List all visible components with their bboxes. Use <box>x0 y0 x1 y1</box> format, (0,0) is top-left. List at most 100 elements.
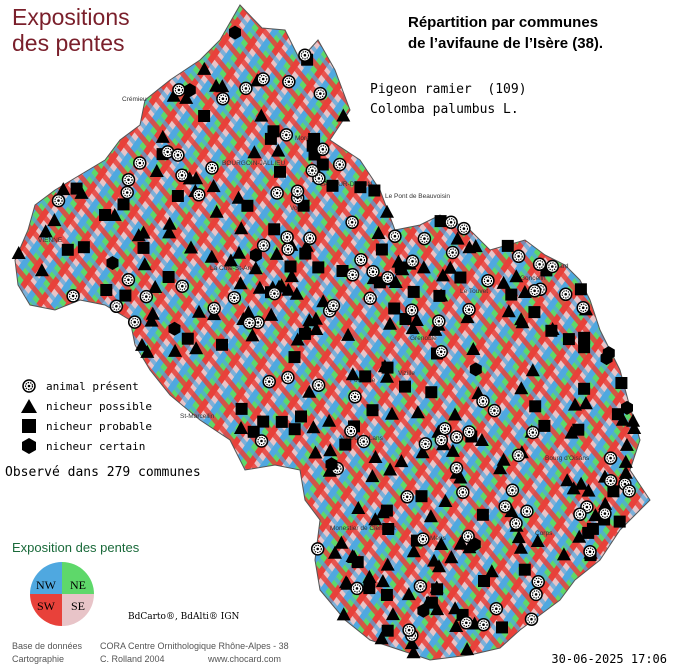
marker-probable <box>198 110 211 122</box>
marker-possible <box>162 225 177 239</box>
marker-possible <box>618 465 633 479</box>
marker-probable <box>326 179 339 192</box>
marker-probable <box>496 621 508 634</box>
marker-probable <box>366 404 379 417</box>
marker-present <box>432 314 446 329</box>
marker-present <box>172 83 186 97</box>
place-label: Le Pont de Beauvoisin <box>385 193 450 200</box>
marker-probable <box>99 209 111 221</box>
marker-possible <box>269 246 284 260</box>
legend-item-probable: nicheur probable <box>20 416 152 436</box>
marker-probable <box>336 265 349 277</box>
marker-certain <box>600 351 613 366</box>
marker-possible <box>374 631 389 645</box>
place-label: Vizille <box>398 370 415 377</box>
carto-label: Cartographie <box>12 654 65 664</box>
marker-possible <box>234 221 249 235</box>
marker-present <box>254 434 269 448</box>
marker-probable <box>100 284 113 296</box>
legend-item-possible: nicheur possible <box>20 396 152 416</box>
marker-probable <box>275 415 288 428</box>
marker-present <box>298 48 312 62</box>
marker-present <box>418 437 433 451</box>
marker-present <box>192 188 206 202</box>
marker-possible <box>56 182 71 196</box>
marker-possible <box>179 90 194 104</box>
marker-present <box>316 142 330 157</box>
marker-possible <box>322 413 337 427</box>
marker-probable <box>235 402 248 415</box>
marker-present <box>121 273 136 287</box>
marker-present <box>262 374 276 389</box>
marker-possible <box>323 443 338 457</box>
marker-possible <box>38 224 53 238</box>
marker-certain <box>325 457 338 472</box>
marker-possible <box>309 322 324 335</box>
marker-present <box>175 168 189 183</box>
place-label: Mens <box>430 535 447 542</box>
legend-item-certain: nicheur certain <box>20 436 152 456</box>
marker-present <box>449 430 464 444</box>
marker-certain <box>621 400 633 415</box>
compass-label-ne: NE <box>70 578 86 592</box>
marker-possible <box>233 276 248 290</box>
place-label: BOURGOIN-JALLIEU <box>222 160 286 167</box>
compass-label-sw: SW <box>37 599 56 613</box>
marker-possible <box>560 473 575 487</box>
place-label: Corps <box>535 530 553 537</box>
marker-possible <box>284 269 299 283</box>
marker-present <box>457 221 471 236</box>
marker-possible <box>513 540 528 554</box>
marker-probable <box>137 241 150 254</box>
marker-possible <box>460 642 475 656</box>
marker-possible <box>241 305 256 319</box>
marker-possible <box>509 269 524 283</box>
marker-possible <box>334 535 349 549</box>
marker-possible <box>434 537 449 550</box>
marker-probable <box>359 370 372 383</box>
marker-probable <box>501 239 514 252</box>
marker-possible <box>351 501 366 514</box>
marker-probable <box>529 400 542 413</box>
marker-probable <box>375 243 388 256</box>
marker-present <box>380 270 395 285</box>
marker-present <box>66 289 80 303</box>
marker-possible <box>394 454 409 468</box>
marker-probable <box>476 508 489 521</box>
marker-possible <box>345 367 360 381</box>
marker-probable <box>478 575 490 587</box>
marker-present <box>529 587 543 602</box>
marker-present <box>363 291 377 306</box>
marker-certain <box>468 537 481 552</box>
marker-possible <box>223 253 238 267</box>
marker-possible <box>496 275 511 289</box>
marker-possible <box>496 452 511 466</box>
marker-present <box>121 173 136 187</box>
place-label: Grenoble <box>410 335 437 342</box>
marker-present <box>356 434 371 449</box>
marker-possible <box>368 450 383 463</box>
data-sources: BdCarto®, BdAlti® IGN <box>128 612 240 622</box>
marker-possible <box>401 587 416 601</box>
marker-possible <box>493 461 508 475</box>
marker-possible <box>290 332 305 346</box>
marker-probable <box>264 132 277 145</box>
marker-present <box>445 245 460 260</box>
marker-present <box>576 300 590 315</box>
marker-possible <box>474 433 489 446</box>
marker-certain <box>229 25 241 40</box>
marker-present <box>256 72 270 86</box>
marker-probable <box>607 485 620 498</box>
marker-probable <box>431 583 444 596</box>
marker-probable <box>586 522 599 535</box>
marker-present <box>603 473 618 488</box>
marker-present <box>583 544 597 559</box>
marker-present <box>51 193 66 208</box>
marker-possible <box>444 550 459 564</box>
square-icon <box>22 419 36 433</box>
marker-present <box>545 259 560 274</box>
compass-sw <box>30 594 62 626</box>
marker-present <box>434 345 448 359</box>
marker-possible <box>626 413 641 427</box>
carto-value: C. Rolland 2004 <box>100 654 165 664</box>
